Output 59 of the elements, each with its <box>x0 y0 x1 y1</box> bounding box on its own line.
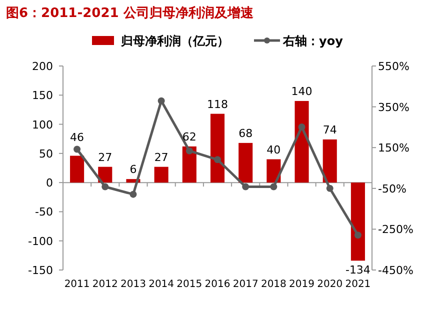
bar <box>294 100 309 183</box>
bar <box>238 142 253 183</box>
x-tick-label: 2011 <box>64 279 90 290</box>
data-label: 140 <box>291 84 312 98</box>
legend-label: 右轴：yoy <box>282 34 344 48</box>
point <box>102 183 109 190</box>
legend-label: 归母净利润（亿元） <box>120 34 229 48</box>
x-tick-label: 2021 <box>345 279 371 290</box>
y-tick-label: -50 <box>35 206 53 219</box>
point <box>186 147 193 154</box>
chart-title: 图6：2011-2021 公司归母净利润及增速 <box>6 5 254 21</box>
x-tick-label: 2012 <box>92 279 118 290</box>
data-label: 46 <box>70 131 84 144</box>
point <box>158 97 165 104</box>
bar <box>266 159 281 183</box>
point <box>270 183 278 190</box>
y-tick-label: 100 <box>32 118 53 132</box>
y2-tick-label: -50% <box>378 182 406 196</box>
y-tick-label: -100 <box>28 234 53 248</box>
bar <box>98 166 112 183</box>
x-tick-label: 2014 <box>148 279 174 290</box>
y-tick-label: 50 <box>39 147 53 160</box>
x-tick-label: 2015 <box>176 279 202 290</box>
data-label: 27 <box>154 150 168 164</box>
data-label: 6 <box>130 163 137 176</box>
y2-tick-label: 550% <box>378 60 410 73</box>
point <box>74 146 81 153</box>
bar <box>154 166 168 183</box>
y2-tick-label: -450% <box>378 264 414 277</box>
x-tick-label: 2019 <box>289 279 314 290</box>
y2-tick-label: 150% <box>378 142 410 155</box>
x-tick-label: 2016 <box>204 279 230 290</box>
point <box>242 183 250 190</box>
bar <box>210 114 225 183</box>
point <box>298 123 306 130</box>
x-tick-label: 2020 <box>317 279 343 290</box>
y-tick-label: 150 <box>32 89 53 102</box>
bar <box>322 139 337 183</box>
bar <box>70 156 84 183</box>
y-tick-label: 200 <box>32 60 53 73</box>
x-tick-label: 2017 <box>232 279 258 290</box>
data-label: 74 <box>322 123 337 136</box>
data-label: 40 <box>266 143 281 156</box>
bar <box>350 182 365 261</box>
data-label: 62 <box>182 130 196 144</box>
x-tick-label: 2018 <box>260 279 286 290</box>
y2-tick-label: -250% <box>378 223 414 236</box>
point <box>130 190 137 198</box>
data-label: 68 <box>238 126 253 140</box>
data-label: 27 <box>98 150 112 164</box>
y-tick-label: 0 <box>46 176 53 190</box>
x-tick-label: 2013 <box>120 279 146 290</box>
point <box>354 232 362 239</box>
point <box>214 156 221 164</box>
y2-tick-label: 350% <box>378 100 410 114</box>
data-label: -134 <box>345 264 370 277</box>
y-tick-label: -150 <box>28 264 53 277</box>
point <box>326 184 334 192</box>
data-label: 118 <box>207 98 228 111</box>
